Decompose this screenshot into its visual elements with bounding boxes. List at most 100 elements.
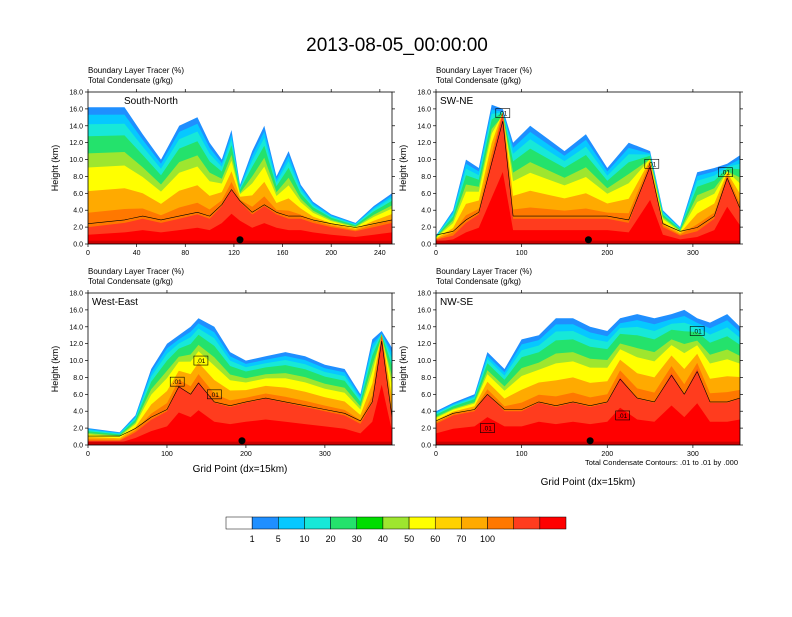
x-tick-label: 0 — [434, 250, 438, 257]
colorbar-swatch-8 — [434, 516, 462, 530]
panel-0: 0.0 2.0 4.0 6.0 8.0 10.0 12.0 14.0 16.0 18.0 0 40 80… — [50, 66, 395, 257]
x-axis-label: Grid Point (dx=15km) — [541, 477, 636, 488]
colorbar-label: 1 — [250, 534, 255, 544]
panel-2: .01 .01 .01 0.0 2.0 4.0 6.0 8.0 10.0 12.0 14.0 16.0… — [50, 267, 395, 475]
contour-label-text: .01 — [618, 413, 627, 420]
cross-section-name: West-East — [92, 297, 138, 308]
contour-label-text: .01 — [196, 358, 205, 365]
panel-3: .01 .01 .01 0.0 2.0 4.0 6.0 8.0 10.0 12.0 14.0 16.0… — [398, 267, 743, 488]
contour-label-1: .01 — [169, 376, 185, 387]
colorbar-label: 30 — [352, 534, 362, 544]
y-tick-label: 12.0 — [417, 140, 431, 147]
tracer-layer-9 — [88, 213, 392, 244]
y-tick-label: 18.0 — [417, 291, 431, 298]
contour-label-text: .01 — [483, 426, 492, 433]
y-tick-label: 6.0 — [73, 392, 83, 399]
panel-label-tracer: Boundary Layer Tracer (%) — [436, 267, 532, 276]
contour-label-text: .01 — [173, 379, 182, 386]
figure-title: 2013-08-05_00:00:00 — [306, 35, 488, 56]
tracer-layer-8 — [88, 189, 392, 244]
colorbar-swatch-9 — [461, 516, 488, 530]
colorbar-label: 60 — [430, 534, 440, 544]
colorbar-swatch-7 — [408, 516, 436, 530]
y-tick-label: 12.0 — [69, 140, 83, 147]
x-tick-label: 100 — [516, 451, 528, 458]
y-tick-label: 16.0 — [417, 106, 431, 113]
y-tick-label: 16.0 — [417, 307, 431, 314]
condensate-contour — [88, 341, 392, 437]
colorbar-label: 40 — [378, 534, 388, 544]
condensate-contour — [436, 371, 740, 422]
contour-label-1: .01 — [615, 410, 630, 421]
x-tick-label: 0 — [86, 451, 90, 458]
tracer-layer-8 — [88, 335, 392, 445]
contour-label-text: .01 — [721, 170, 730, 177]
y-tick-label: 2.0 — [421, 225, 431, 232]
cross-section-name: NW-SE — [440, 297, 473, 308]
x-tick-label: 300 — [687, 250, 699, 257]
y-axis-label: Height (km) — [50, 145, 60, 192]
x-tick-label: 300 — [319, 451, 331, 458]
colorbar-label: 20 — [326, 534, 336, 544]
colorbar-swatch-2 — [278, 516, 305, 530]
y-tick-label: 14.0 — [417, 123, 431, 130]
x-tick-label: 120 — [228, 250, 240, 257]
panel-label-condensate: Total Condensate (g/kg) — [436, 277, 521, 286]
contour-label-2: .01 — [207, 389, 222, 400]
location-marker — [584, 236, 592, 244]
y-tick-label: 0.0 — [421, 443, 431, 450]
colorbar-label: 10 — [299, 534, 309, 544]
y-tick-label: 0.0 — [421, 242, 431, 249]
cross-section-name: SW-NE — [440, 96, 473, 107]
colorbar-swatch-3 — [304, 516, 331, 530]
plot-frame — [435, 292, 741, 446]
colorbar-swatch-0 — [225, 516, 253, 530]
y-tick-label: 18.0 — [69, 291, 83, 298]
plot-frame — [87, 292, 393, 446]
colorbar-swatch-12 — [539, 516, 567, 530]
colorbar-swatch-10 — [487, 516, 514, 530]
colorbar-swatch-6 — [382, 516, 410, 530]
tracer-layer-9 — [88, 384, 392, 445]
panel-label-tracer: Boundary Layer Tracer (%) — [88, 66, 184, 75]
contour-label-0: .01 — [495, 108, 511, 118]
y-tick-label: 4.0 — [421, 409, 431, 416]
x-tick-label: 100 — [161, 451, 173, 458]
x-tick-label: 80 — [181, 250, 189, 257]
x-tick-label: 200 — [601, 451, 613, 458]
y-tick-label: 12.0 — [69, 341, 83, 348]
location-marker — [236, 236, 244, 244]
colorbar-label: 100 — [480, 534, 495, 544]
contour-label-2: .01 — [718, 167, 733, 178]
x-tick-label: 240 — [374, 250, 386, 257]
panel-label-tracer: Boundary Layer Tracer (%) — [88, 267, 184, 276]
x-tick-label: 40 — [133, 250, 141, 257]
tracer-field — [88, 293, 392, 445]
panels: 0.0 2.0 4.0 6.0 8.0 10.0 12.0 14.0 16.0 18.0 0 40 80… — [50, 66, 743, 488]
y-tick-label: 8.0 — [73, 375, 83, 382]
tracer-field — [436, 293, 740, 445]
plot-frame — [435, 91, 741, 245]
y-tick-label: 14.0 — [69, 123, 83, 130]
y-tick-label: 0.0 — [73, 443, 83, 450]
condensate-contour — [88, 189, 392, 228]
y-tick-label: 2.0 — [421, 426, 431, 433]
contour-label-1: .01 — [644, 158, 660, 169]
contour-note: Total Condensate Contours: .01 to .01 by… — [585, 458, 738, 467]
x-tick-label: 200 — [601, 250, 613, 257]
y-tick-label: 10.0 — [69, 358, 83, 365]
y-tick-label: 8.0 — [421, 174, 431, 181]
y-tick-label: 18.0 — [417, 90, 431, 97]
y-tick-label: 4.0 — [73, 208, 83, 215]
colorbar-swatch-1 — [251, 516, 279, 530]
colorbar-swatch-4 — [330, 516, 358, 530]
panel-label-tracer: Boundary Layer Tracer (%) — [436, 66, 532, 75]
x-tick-label: 300 — [687, 451, 699, 458]
location-marker — [238, 437, 246, 445]
x-tick-label: 0 — [434, 451, 438, 458]
y-tick-label: 10.0 — [417, 157, 431, 164]
condensate-contour — [436, 121, 740, 236]
y-tick-label: 18.0 — [69, 90, 83, 97]
